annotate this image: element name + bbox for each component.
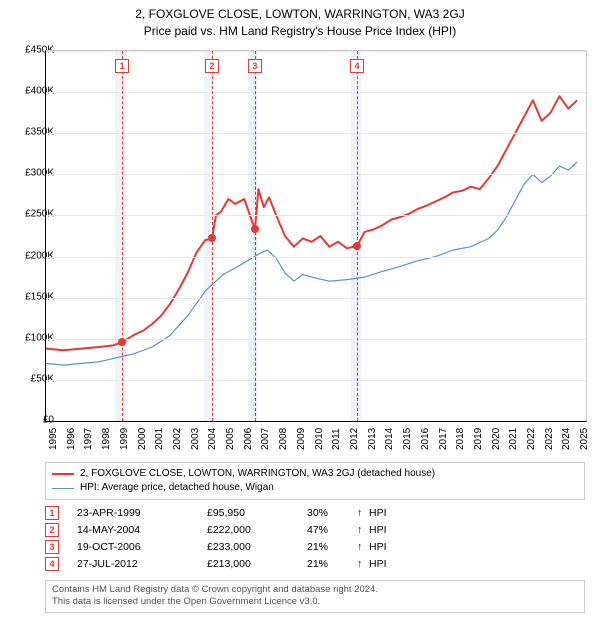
x-tick-label: 2016	[420, 428, 431, 450]
x-tick-label: 2023	[544, 428, 555, 450]
sale-marker-dot	[208, 234, 216, 242]
legend-label: HPI: Average price, detached house, Wiga…	[80, 481, 274, 495]
series-line	[46, 162, 577, 365]
sale-row-pct: 21%	[307, 558, 357, 570]
title-block: 2, FOXGLOVE CLOSE, LOWTON, WARRINGTON, W…	[0, 0, 600, 40]
x-tick-label: 2011	[331, 428, 342, 450]
sale-row-badge: 4	[45, 557, 59, 571]
x-tick-label: 2017	[438, 428, 449, 450]
x-tick-label: 2008	[278, 428, 289, 450]
sale-marker-line	[122, 51, 123, 421]
x-tick-label: 2020	[491, 428, 502, 450]
sale-row-price: £222,000	[207, 524, 307, 536]
sale-row: 4 27-JUL-2012£213,00021%↑HPI	[45, 555, 585, 572]
chart-plot-area: 1 2 3 4	[45, 50, 587, 422]
sale-marker-line	[357, 51, 358, 421]
sale-row-hpi: HPI	[369, 558, 387, 570]
sale-row-badge: 2	[45, 523, 59, 537]
x-tick-label: 2009	[296, 428, 307, 450]
sale-row-pct: 30%	[307, 507, 357, 519]
sale-row-hpi: HPI	[369, 524, 387, 536]
x-tick-label: 1999	[119, 428, 130, 450]
x-tick-label: 2019	[473, 428, 484, 450]
x-tick-label: 2007	[260, 428, 271, 450]
sale-row-hpi: HPI	[369, 541, 387, 553]
x-tick-label: 2000	[137, 428, 148, 450]
sale-row-badge: 3	[45, 540, 59, 554]
x-tick-label: 2010	[314, 428, 325, 450]
sale-row-date: 14-MAY-2004	[77, 524, 207, 536]
arrow-up-icon: ↑	[357, 558, 369, 570]
series-line	[46, 96, 577, 350]
sale-marker-badge: 2	[205, 59, 219, 73]
legend-swatch	[52, 473, 74, 475]
arrow-up-icon: ↑	[357, 507, 369, 519]
sale-row: 2 14-MAY-2004£222,00047%↑HPI	[45, 521, 585, 538]
sale-row-date: 23-APR-1999	[77, 507, 207, 519]
x-tick-label: 2013	[367, 428, 378, 450]
sale-row-pct: 47%	[307, 524, 357, 536]
x-tick-label: 2004	[207, 428, 218, 450]
sales-table: 123-APR-1999£95,95030%↑HPI214-MAY-2004£2…	[45, 504, 585, 572]
chart-container: 2, FOXGLOVE CLOSE, LOWTON, WARRINGTON, W…	[0, 0, 600, 620]
x-tick-label: 2021	[508, 428, 519, 450]
x-tick-label: 2003	[190, 428, 201, 450]
x-tick-label: 1996	[66, 428, 77, 450]
sale-marker-badge: 1	[115, 59, 129, 73]
sale-marker-badge: 3	[248, 59, 262, 73]
sale-marker-dot	[251, 225, 259, 233]
arrow-up-icon: ↑	[357, 524, 369, 536]
sale-row-price: £233,000	[207, 541, 307, 553]
title-line-2: Price paid vs. HM Land Registry's House …	[0, 23, 600, 40]
legend-row: HPI: Average price, detached house, Wiga…	[52, 481, 578, 495]
sale-row-date: 27-JUL-2012	[77, 558, 207, 570]
sale-row-date: 19-OCT-2006	[77, 541, 207, 553]
footnote-line-1: Contains HM Land Registry data © Crown c…	[52, 584, 578, 596]
x-tick-label: 2001	[154, 428, 165, 450]
x-tick-label: 1997	[83, 428, 94, 450]
x-tick-label: 2012	[349, 428, 360, 450]
x-tick-label: 2024	[561, 428, 572, 450]
x-tick-label: 2025	[579, 428, 590, 450]
x-tick-label: 2018	[455, 428, 466, 450]
sale-row-badge: 1	[45, 506, 59, 520]
footnote-box: Contains HM Land Registry data © Crown c…	[45, 580, 585, 613]
sale-marker-dot	[353, 242, 361, 250]
legend-swatch	[52, 488, 74, 489]
chart-svg	[46, 51, 586, 421]
title-line-1: 2, FOXGLOVE CLOSE, LOWTON, WARRINGTON, W…	[0, 6, 600, 23]
x-axis-labels: 1995 1996 1997 1998 1999 2000 2001 2002 2003 2004…	[45, 422, 585, 462]
x-tick-label: 1998	[101, 428, 112, 450]
x-tick-label: 2006	[243, 428, 254, 450]
legend-label: 2, FOXGLOVE CLOSE, LOWTON, WARRINGTON, W…	[80, 467, 435, 481]
sale-marker-line	[255, 51, 256, 421]
x-tick-label: 2002	[172, 428, 183, 450]
x-tick-label: 2022	[526, 428, 537, 450]
legend-row: 2, FOXGLOVE CLOSE, LOWTON, WARRINGTON, W…	[52, 467, 578, 481]
x-tick-label: 1995	[48, 428, 59, 450]
sale-row-pct: 21%	[307, 541, 357, 553]
footnote-line-2: This data is licensed under the Open Gov…	[52, 596, 578, 608]
x-tick-label: 2014	[384, 428, 395, 450]
sale-row: 3 19-OCT-2006£233,00021%↑HPI	[45, 538, 585, 555]
x-tick-label: 2015	[402, 428, 413, 450]
sale-marker-badge: 4	[350, 59, 364, 73]
legend-box: 2, FOXGLOVE CLOSE, LOWTON, WARRINGTON, W…	[45, 462, 585, 500]
arrow-up-icon: ↑	[357, 541, 369, 553]
x-tick-label: 2005	[225, 428, 236, 450]
sale-row-price: £95,950	[207, 507, 307, 519]
sale-row-price: £213,000	[207, 558, 307, 570]
sale-marker-dot	[118, 338, 126, 346]
sale-row: 1 23-APR-1999£95,95030%↑HPI	[45, 504, 585, 521]
sale-row-hpi: HPI	[369, 507, 387, 519]
